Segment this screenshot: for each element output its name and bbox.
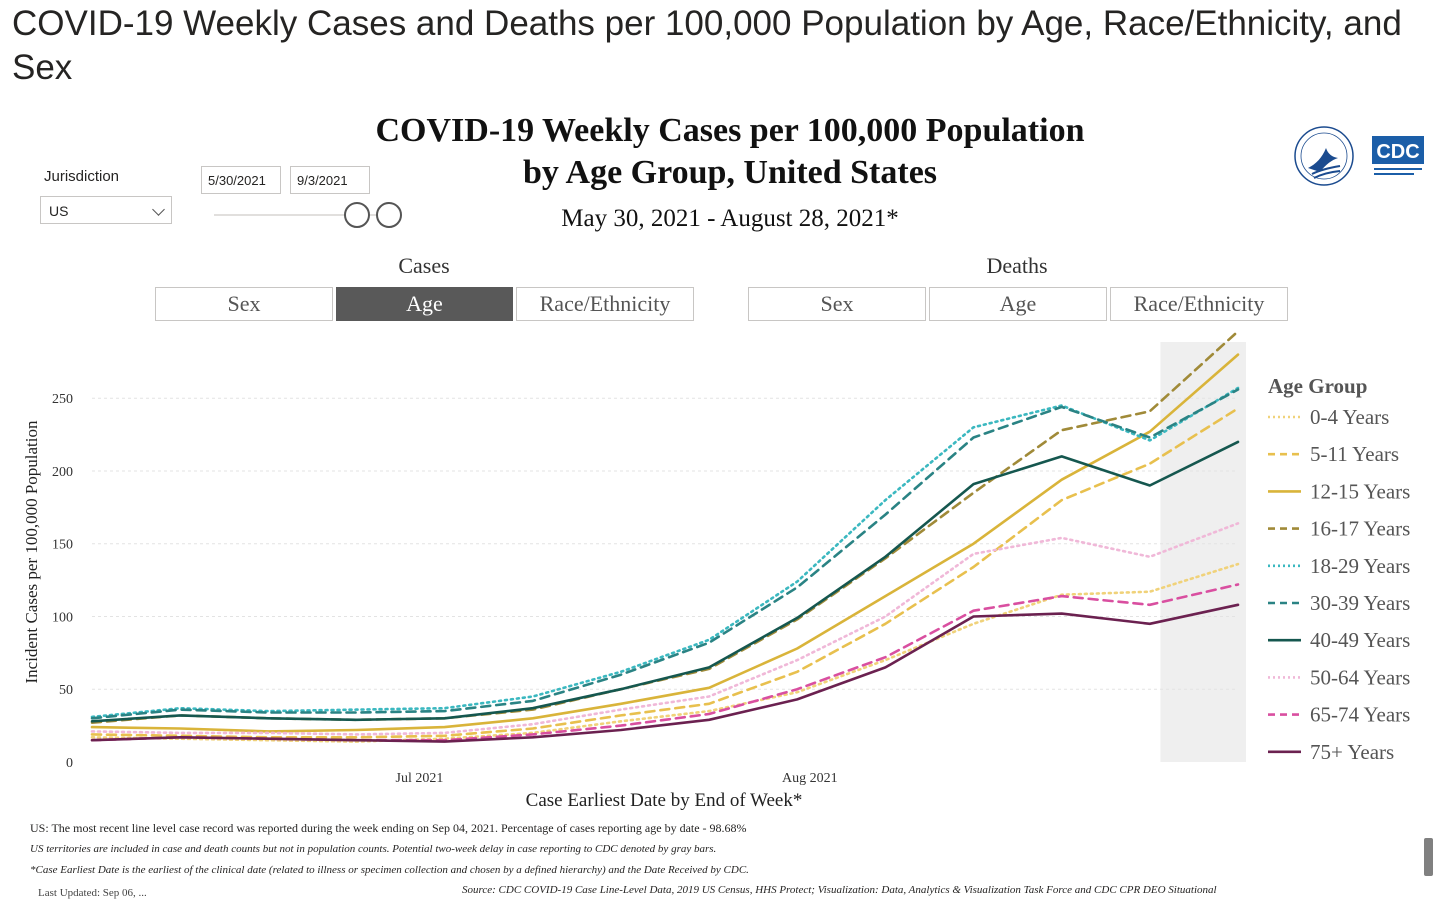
legend-label: 18-29 Years [1310,554,1410,578]
y-tick-label: 100 [52,610,73,625]
scrollbar-thumb[interactable] [1424,838,1433,876]
chart-title-line1: COVID-19 Weekly Cases per 100,000 Popula… [375,112,1085,149]
legend-label: 75+ Years [1310,740,1394,764]
hhs-logo [1294,126,1354,186]
deaths-tab-sex[interactable]: Sex [748,287,926,321]
end-date-input[interactable]: 9/3/2021 [290,166,370,194]
x-tick-label: Jul 2021 [396,771,444,786]
date-slider-track[interactable] [214,214,394,216]
legend-label: 0-4 Years [1310,405,1389,429]
series-line [90,330,1240,725]
date-slider-start-handle[interactable] [344,202,370,228]
page-title: COVID-19 Weekly Cases and Deaths per 100… [12,4,1402,87]
legend-label: 5-11 Years [1310,442,1399,466]
deaths-tab-race-ethnicity[interactable]: Race/Ethnicity [1110,287,1288,321]
deaths-group-label: Deaths [986,253,1048,278]
note-line-2: US territories are included in case and … [30,843,717,855]
series-line [90,407,1240,739]
legend-label: 65-74 Years [1310,703,1410,727]
series-line [90,386,1240,719]
cases-tab-sex[interactable]: Sex [155,287,333,321]
y-tick-label: 200 [52,465,73,480]
series-line [90,603,1240,743]
cases-tab-age[interactable]: Age [336,287,513,321]
legend-label: 50-64 Years [1310,665,1410,689]
y-tick-label: 150 [52,538,73,553]
series-line [90,562,1240,743]
legend-label: 12-15 Years [1310,479,1410,503]
date-slider-end-handle[interactable] [376,202,402,228]
deaths-tab-age[interactable]: Age [929,287,1107,321]
series-line [90,440,1240,723]
jurisdiction-label: Jurisdiction [44,168,120,185]
last-updated: Last Updated: Sep 06, ... [38,887,147,899]
cdc-logo: CDC [1372,136,1424,175]
chart-title-line2: by Age Group, United States [522,154,938,191]
line-chart: 0 50 100 150 200 250 Jul 2021 Aug 2021 Case Earl… [22,330,1410,811]
start-date-input[interactable]: 5/30/2021 [201,166,281,194]
cases-group-label: Cases [398,253,450,278]
legend-label: 40-49 Years [1310,628,1410,652]
series-line [90,583,1240,742]
cases-tab-race-ethnicity[interactable]: Race/Ethnicity [516,287,694,321]
x-tick-label: Aug 2021 [782,771,838,786]
svg-text:CDC: CDC [1376,141,1419,163]
jurisdiction-value: US [49,203,69,219]
jurisdiction-dropdown[interactable]: US [40,196,172,224]
chevron-down-icon [152,203,165,216]
y-axis-label: Incident Cases per 100,000 Population [22,420,41,683]
series-line [90,353,1240,733]
series-line [90,522,1240,736]
x-axis-label: Case Earliest Date by End of Week* [526,790,803,811]
legend-label: 16-17 Years [1310,517,1410,541]
note-line-3: *Case Earliest Date is the earliest of t… [30,864,749,876]
y-tick-label: 0 [66,756,73,771]
legend-title: Age Group [1268,374,1367,398]
legend-label: 30-39 Years [1310,591,1410,615]
chart-title: COVID-19 Weekly Cases per 100,000 Popula… [300,110,1160,194]
note-line-1: US: The most recent line level case reco… [30,821,747,835]
reporting-delay-region [1160,342,1246,762]
source-note: Source: CDC COVID-19 Case Line-Level Dat… [462,884,1217,896]
y-tick-label: 250 [52,392,73,407]
y-tick-label: 50 [59,683,73,698]
chart-subtitle: May 30, 2021 - August 28, 2021* [561,205,899,232]
series-line [90,388,1240,720]
